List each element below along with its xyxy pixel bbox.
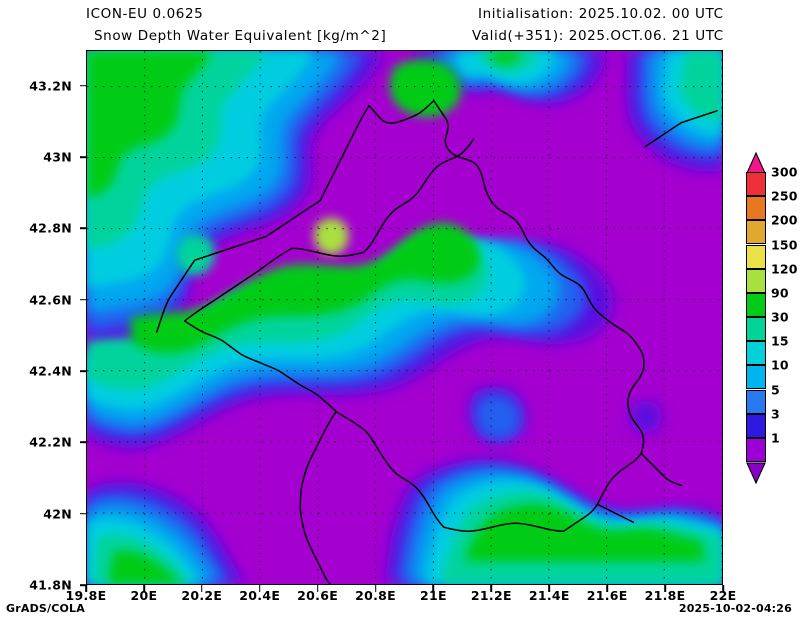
colorbar-segment-10[interactable] <box>746 365 766 390</box>
header-valid-label: Valid(+351): 2025.OCT.06. 21 UTC <box>472 28 724 44</box>
y-axis-tick-mark <box>80 512 87 515</box>
x-axis-tick-mark <box>664 585 666 592</box>
y-axis-tick-41.8N: 41.8N <box>29 577 72 593</box>
y-axis-tick-mark <box>80 156 87 158</box>
y-axis-tick-42.6N: 42.6N <box>29 292 72 308</box>
x-axis-tick-21.6E: 21.6E <box>586 588 628 603</box>
colorbar-segment-200[interactable] <box>746 220 766 245</box>
y-axis-tick-mark <box>80 370 87 372</box>
colorbar-label-15: 15 <box>771 333 789 349</box>
colorbar-segment-300[interactable] <box>746 172 766 197</box>
y-axis-tick-mark <box>80 227 87 230</box>
colorbar-label-3: 3 <box>771 406 780 422</box>
colorbar-segment-250[interactable] <box>746 196 766 221</box>
y-axis-tick-42.4N: 42.4N <box>29 363 72 379</box>
contour-band-30 <box>87 51 706 584</box>
x-axis-tick-20.4E: 20.4E <box>239 588 281 603</box>
country-border <box>156 100 718 584</box>
header-initialisation-label: Initialisation: 2025.10.02. 00 UTC <box>478 6 724 22</box>
x-axis-tick-20.2E: 20.2E <box>181 588 223 603</box>
colorbar-above-max-arrow <box>746 151 766 174</box>
x-axis-tick-21.2E: 21.2E <box>470 588 512 603</box>
colorbar-label-250: 250 <box>771 188 798 204</box>
colorbar-segment-1[interactable] <box>746 437 766 462</box>
map-gridlines <box>87 51 722 584</box>
x-axis-tick-mark <box>201 585 203 592</box>
x-axis-tick-mark <box>548 585 551 592</box>
y-axis-tick-mark <box>80 84 87 87</box>
x-axis-tick-21.4E: 21.4E <box>528 588 570 603</box>
x-axis-tick-mark <box>143 585 145 592</box>
y-axis-tick-42N: 42N <box>43 506 72 522</box>
x-axis-tick-19.8E: 19.8E <box>65 588 107 603</box>
x-axis-tick-21.8E: 21.8E <box>644 588 686 603</box>
colorbar-label-150: 150 <box>771 237 798 252</box>
header-model-label: ICON-EU 0.0625 <box>86 6 204 22</box>
x-axis-tick-20.6E: 20.6E <box>297 588 339 603</box>
colorbar-label-10: 10 <box>771 357 789 373</box>
x-axis-tick-mark <box>316 585 319 592</box>
header-variable-label: Snow Depth Water Equivalent [kg/m^2] <box>94 28 387 44</box>
footer-credit: GrADS/COLA <box>6 602 85 615</box>
x-axis-tick-22E: 22E <box>709 588 737 603</box>
colorbar-label-120: 120 <box>771 261 798 277</box>
x-axis-tick-20.8E: 20.8E <box>355 588 396 603</box>
y-axis-tick-43.2N: 43.2N <box>29 78 72 94</box>
x-axis-tick-mark <box>85 585 87 592</box>
y-axis-tick-42.8N: 42.8N <box>29 220 72 236</box>
x-axis-tick-mark <box>490 585 493 592</box>
colorbar[interactable]: 1 3 5 10 15 30 90 120 150 200 250 300 <box>746 151 798 485</box>
colorbar-segment-150[interactable] <box>746 244 766 269</box>
x-axis-tick-mark <box>258 585 261 592</box>
colorbar-below-min-arrow <box>746 462 766 485</box>
colorbar-segment-120[interactable] <box>746 268 766 293</box>
colorbar-segment-15[interactable] <box>746 341 766 366</box>
colorbar-label-90: 90 <box>771 285 789 301</box>
colorbar-label-1: 1 <box>771 430 780 446</box>
map-plot-area[interactable] <box>86 50 723 585</box>
y-axis-tick-mark <box>80 441 87 444</box>
y-axis-tick-mark <box>80 584 87 586</box>
colorbar-label-30: 30 <box>771 309 789 325</box>
x-axis-tick-20E: 20E <box>130 588 158 603</box>
x-axis-tick-21E: 21E <box>420 588 447 603</box>
x-axis-tick-mark <box>722 585 724 592</box>
y-axis-tick-43N: 43N <box>43 149 72 165</box>
colorbar-label-200: 200 <box>771 212 798 228</box>
snow-water-equivalent-field <box>87 51 722 584</box>
colorbar-segment-5[interactable] <box>746 389 766 414</box>
colorbar-segment-3[interactable] <box>746 413 766 438</box>
footer-timestamp: 2025-10-02-04:26 <box>678 602 792 615</box>
colorbar-segment-90[interactable] <box>746 292 766 317</box>
x-axis-tick-mark <box>606 585 608 592</box>
contour-band-90 <box>313 218 349 255</box>
colorbar-label-300: 300 <box>771 164 798 180</box>
x-axis-tick-mark <box>374 585 377 592</box>
y-axis-tick-mark <box>80 298 87 301</box>
x-axis-tick-mark <box>432 585 435 592</box>
colorbar-segment-30[interactable] <box>746 317 766 342</box>
y-axis-tick-42.2N: 42.2N <box>29 434 72 450</box>
colorbar-label-5: 5 <box>771 382 780 397</box>
